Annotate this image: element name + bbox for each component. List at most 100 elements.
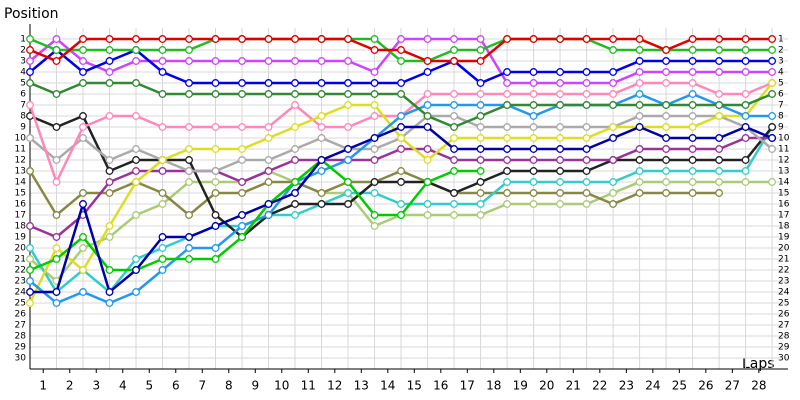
lap-marker — [291, 123, 299, 131]
lap-marker — [211, 178, 220, 186]
lap-marker — [423, 178, 432, 186]
y-tick-label: 26 — [15, 310, 27, 320]
lap-marker — [476, 101, 485, 109]
y-tick-label: 19 — [15, 233, 27, 243]
lap-marker — [291, 35, 299, 43]
lap-marker — [185, 244, 193, 252]
x-tick-label: 3 — [92, 379, 100, 393]
lap-marker — [715, 178, 724, 186]
lap-marker — [582, 79, 591, 87]
y-tick-label: 29 — [15, 343, 27, 353]
lap-marker — [52, 35, 61, 43]
y-tick-label-right: 5 — [778, 79, 784, 89]
lap-marker — [238, 222, 246, 230]
lap-marker — [688, 145, 697, 153]
lap-marker — [158, 46, 167, 54]
lap-marker — [26, 277, 34, 285]
lap-marker — [741, 68, 750, 76]
lap-marker — [741, 134, 750, 142]
y-tick-label-right: 10 — [778, 134, 790, 144]
lap-marker — [662, 189, 671, 197]
lap-marker — [503, 35, 512, 43]
lap-marker — [264, 35, 273, 43]
lap-marker — [450, 167, 459, 175]
lap-marker — [158, 244, 167, 252]
lap-marker — [238, 79, 246, 87]
lap-marker — [317, 167, 326, 175]
lap-marker — [635, 79, 644, 87]
lap-marker — [317, 90, 326, 98]
lap-marker — [715, 167, 724, 175]
y-tick-label-right: 21 — [778, 255, 789, 265]
lap-marker — [211, 211, 220, 219]
lap-marker — [609, 90, 618, 98]
y-tick-label: 7 — [20, 101, 26, 111]
lap-marker — [105, 112, 114, 120]
lap-marker — [52, 255, 61, 263]
y-tick-label: 12 — [15, 156, 26, 166]
x-axis-label: Laps — [742, 356, 775, 372]
lap-marker — [556, 123, 565, 131]
y-tick-label: 22 — [15, 266, 26, 276]
lap-marker — [370, 112, 379, 120]
lap-marker — [529, 134, 538, 142]
lap-marker — [450, 189, 459, 197]
lap-marker — [291, 57, 299, 65]
lap-marker — [79, 200, 87, 208]
lap-marker — [52, 288, 61, 296]
lap-marker — [450, 46, 459, 54]
lap-marker — [370, 46, 379, 54]
lap-marker — [609, 200, 618, 208]
lap-marker — [317, 112, 326, 120]
lap-marker — [688, 90, 697, 98]
lap-marker — [503, 200, 512, 208]
lap-marker — [768, 57, 777, 65]
lap-marker — [688, 46, 697, 54]
lap-marker — [79, 244, 87, 252]
lap-marker — [52, 123, 61, 131]
lap-marker — [582, 68, 591, 76]
lap-marker — [158, 167, 167, 175]
lap-marker — [635, 35, 644, 43]
y-tick-label: 5 — [20, 79, 26, 89]
lap-marker — [450, 35, 459, 43]
lap-marker — [105, 156, 114, 164]
lap-marker — [582, 123, 591, 131]
lap-marker — [344, 189, 352, 197]
lap-marker — [132, 288, 140, 296]
lap-marker — [741, 178, 750, 186]
lap-marker — [185, 156, 193, 164]
lap-marker — [662, 156, 671, 164]
lap-marker — [609, 178, 618, 186]
lap-marker — [662, 167, 671, 175]
y-tick-label: 14 — [15, 178, 27, 188]
lap-marker — [662, 134, 671, 142]
lap-marker — [529, 178, 538, 186]
y-tick-label-right: 7 — [778, 101, 784, 111]
lap-marker — [291, 178, 299, 186]
lap-marker — [211, 167, 220, 175]
lap-marker — [397, 134, 405, 142]
lap-marker — [158, 57, 167, 65]
x-tick-label: 28 — [751, 379, 766, 393]
lap-marker — [768, 35, 777, 43]
y-tick-label-right: 11 — [778, 145, 789, 155]
lap-marker — [105, 35, 114, 43]
y-tick-label-right: 25 — [778, 299, 789, 309]
y-tick-label-right: 29 — [778, 343, 790, 353]
lap-marker — [635, 123, 644, 131]
lap-marker — [397, 200, 405, 208]
lap-marker — [344, 79, 352, 87]
lap-marker — [662, 57, 671, 65]
lap-marker — [529, 145, 538, 153]
lap-marker — [52, 90, 61, 98]
y-tick-label-right: 17 — [778, 211, 789, 221]
lap-marker — [662, 112, 671, 120]
lap-marker — [741, 156, 750, 164]
lap-marker — [158, 233, 167, 241]
lap-marker — [79, 68, 87, 76]
lap-marker — [450, 90, 459, 98]
lap-marker — [291, 189, 299, 197]
y-tick-label: 10 — [15, 134, 27, 144]
lap-marker — [423, 145, 432, 153]
